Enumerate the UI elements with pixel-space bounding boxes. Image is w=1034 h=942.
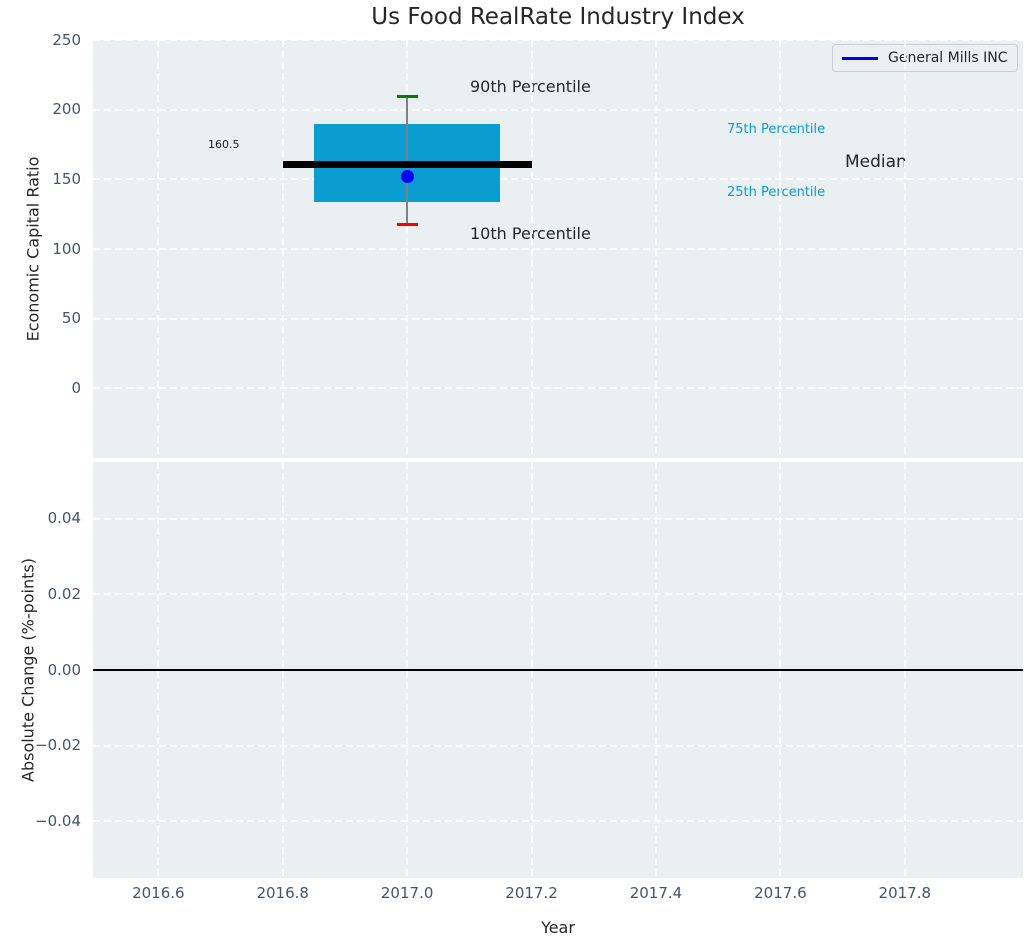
cap-90th-percentile [396,94,418,99]
y-tick-label: 0.00 [47,660,81,679]
annotation-25th-percentile: 25th Percentile [727,185,826,200]
y-tick-label: 0.04 [47,509,81,528]
y-tick-label: −0.02 [35,736,81,755]
gridline [93,39,1023,41]
gridline [93,387,1023,390]
gridline [93,820,1023,823]
gridline [93,178,1023,181]
median-line [282,161,532,169]
x-tick-label: 2016.6 [132,884,185,902]
cap-10th-percentile [396,222,418,227]
y-tick-label: −0.04 [35,811,81,830]
gridline [93,744,1023,747]
annotation-median: Median [845,152,907,172]
y-tick-label: 50 [61,309,81,328]
y-tick-label: 0 [71,378,81,397]
x-tick-label: 2017.0 [380,884,434,902]
gridline [93,108,1023,111]
annotation-90th-percentile: 90th Percentile [470,77,591,96]
gridline [93,248,1023,250]
gridline [93,593,1023,596]
x-tick-label: 2017.2 [505,884,558,902]
x-axis-label: Year [541,918,575,937]
annotation-75th-percentile: 75th Percentile [727,122,826,137]
zero-change-line [93,669,1023,671]
legend-label: General Mills INC [888,50,1008,66]
legend-line-sample [842,56,878,60]
y-tick-label: 100 [52,239,81,258]
whisker-line [406,96,408,225]
y-tick-label: 200 [52,100,81,119]
gridline [93,517,1023,520]
x-tick-label: 2017.8 [878,884,932,902]
y-tick-label: 250 [52,30,81,49]
x-tick-label: 2017.4 [629,884,683,902]
y-tick-label: 150 [52,169,81,188]
x-tick-label: 2017.6 [754,884,807,902]
annotation-10th-percentile: 10th Percentile [470,224,591,243]
gridline [93,317,1023,320]
annotation-median-value: 160.5 [208,138,240,151]
chart-title: Us Food RealRate Industry Index [371,4,745,30]
company-marker [400,170,414,184]
y-tick-label: 0.02 [47,584,81,603]
x-tick-label: 2016.8 [256,884,309,902]
legend: General Mills INC [832,44,1018,72]
